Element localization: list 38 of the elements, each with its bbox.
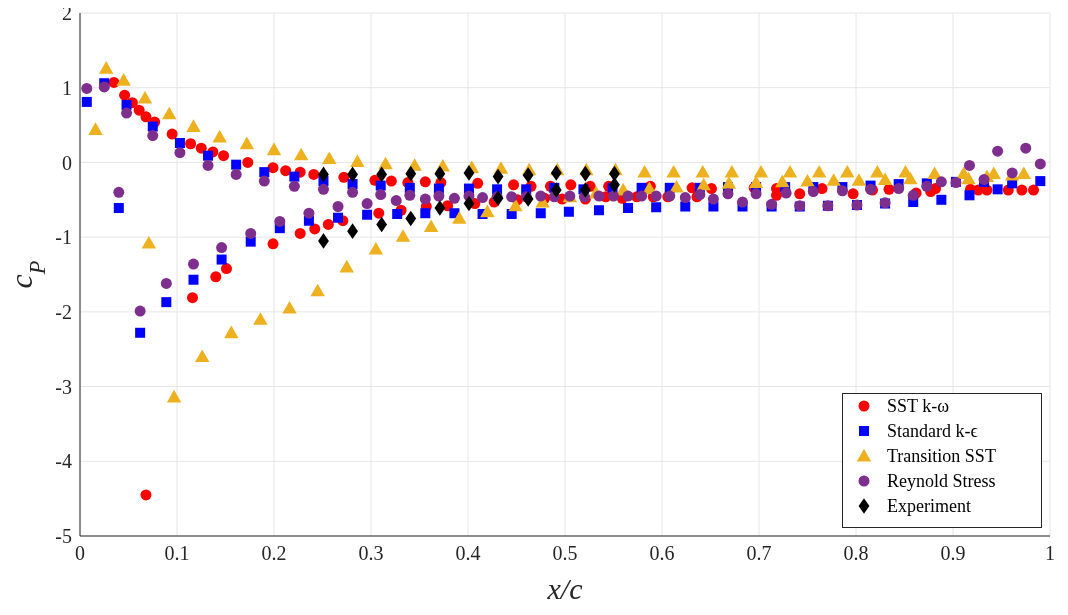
- x-tick-label: 0.4: [455, 542, 481, 565]
- point: [405, 210, 417, 227]
- x-tick-label: 0.5: [552, 542, 578, 565]
- x-tick-label: 0.8: [843, 542, 869, 565]
- y-tick-label: 1: [62, 76, 72, 99]
- y-tick-label: -4: [55, 450, 72, 473]
- x-tick-label: 0.7: [746, 542, 772, 565]
- point: [550, 165, 562, 181]
- y-tick-label: -3: [55, 375, 72, 398]
- point: [492, 168, 504, 185]
- x-tick-label: 1: [1045, 542, 1055, 565]
- y-tick-label: -2: [55, 300, 72, 323]
- point: [492, 190, 504, 207]
- point: [463, 195, 475, 212]
- point: [463, 165, 475, 181]
- point: [550, 182, 562, 198]
- x-tick-label: 0.2: [261, 542, 287, 565]
- point: [434, 200, 446, 216]
- point: [522, 191, 534, 207]
- legend-label: Transition SST: [887, 446, 996, 466]
- point: [376, 216, 388, 233]
- legend-label: SST k-ω: [887, 396, 950, 416]
- legend-label: Experiment: [887, 496, 971, 516]
- x-tick-label: 0.1: [164, 542, 190, 565]
- x-tick-label: 0.6: [649, 542, 675, 565]
- y-tick-label: 0: [62, 151, 72, 174]
- point: [405, 165, 417, 182]
- legend-label: Reynold Stress: [887, 471, 996, 491]
- point: [376, 166, 388, 183]
- legend-label: Standard k-ϵ: [887, 421, 978, 441]
- point: [434, 165, 446, 182]
- point: [522, 167, 534, 183]
- x-tick-label: 0.9: [940, 542, 966, 565]
- y-tick-label: -5: [55, 525, 72, 548]
- x-tick-label: 0.3: [358, 542, 384, 565]
- point: [579, 165, 591, 182]
- y-tick-label: -1: [55, 226, 72, 249]
- x-axis-title: x/c: [546, 572, 583, 605]
